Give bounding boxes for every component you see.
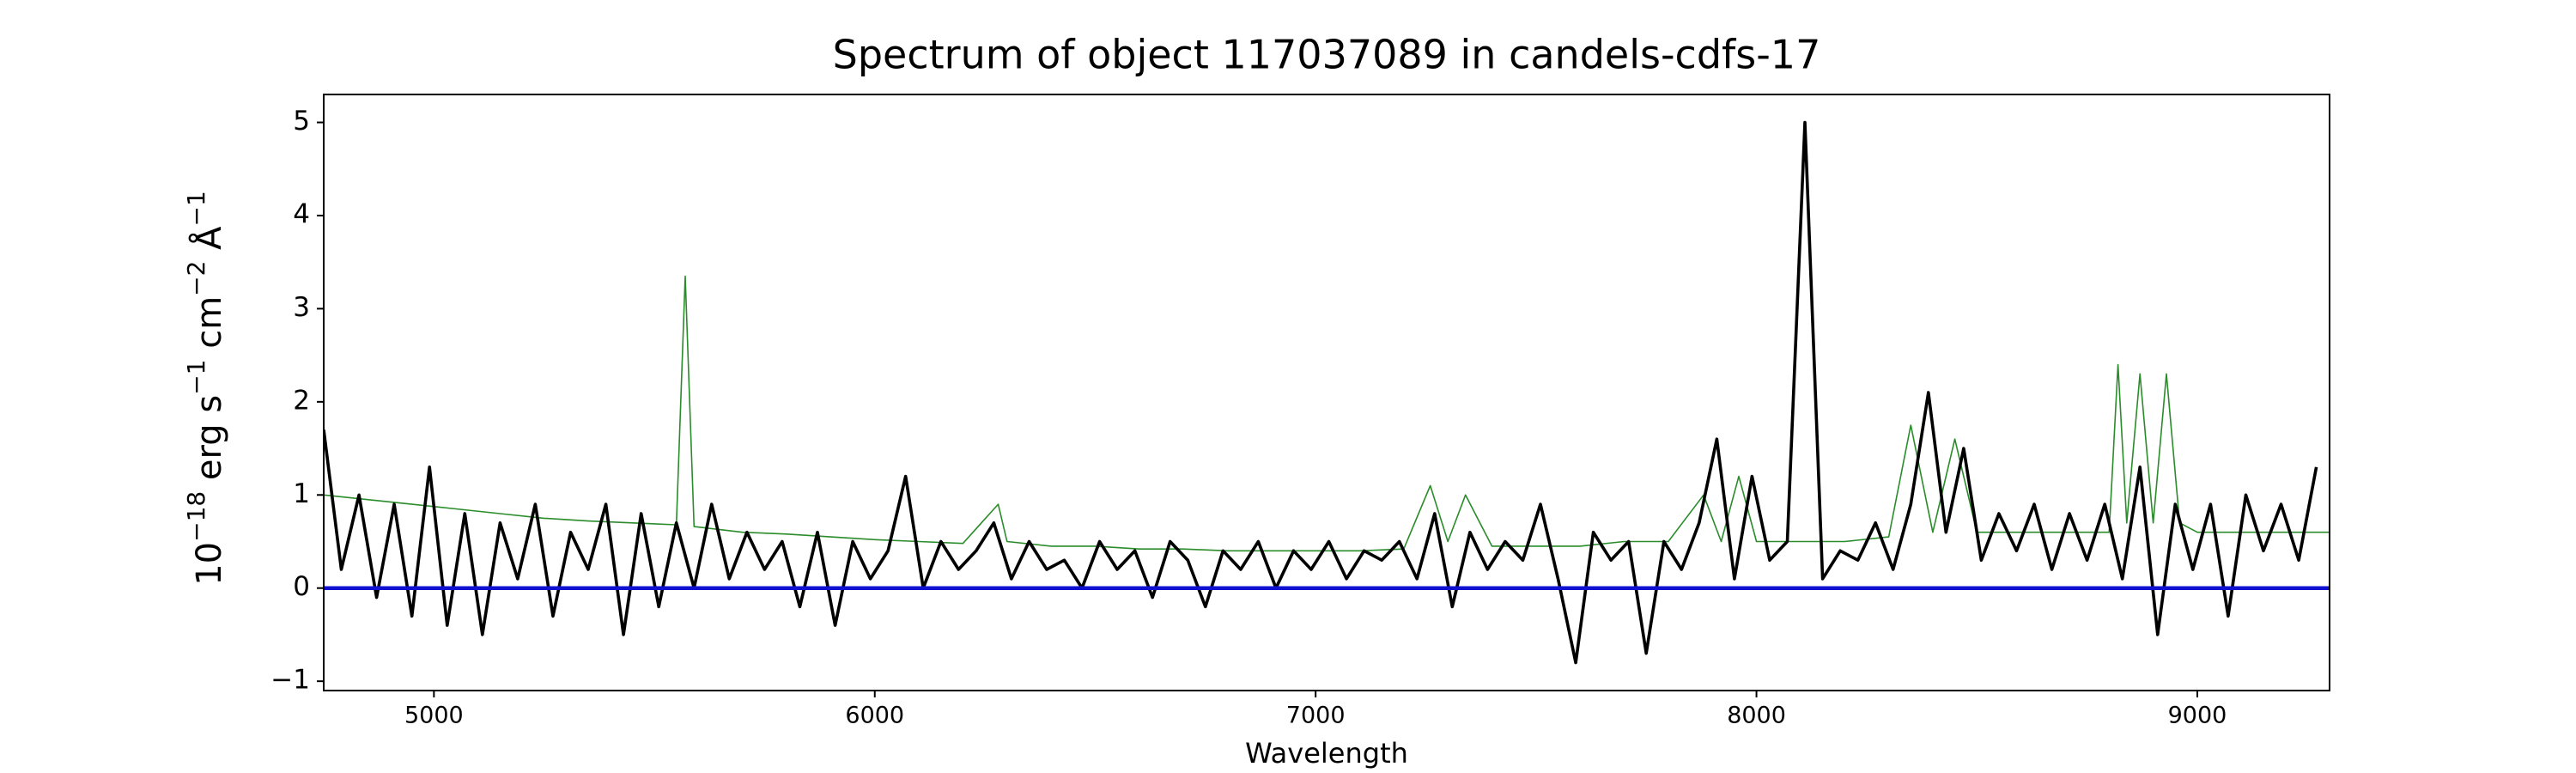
y-tick-label: 2 [293,385,310,416]
x-tick-label: 7000 [1286,703,1346,729]
y-label-sup: −1 [182,360,210,395]
y-tick-label: −1 [270,665,310,696]
y-tick-label: 4 [293,198,310,229]
y-label-sup: −18 [182,491,210,542]
spectrum-line [324,120,2318,665]
y-tick-label: 0 [293,571,310,602]
y-label-text: 10 [190,542,229,586]
x-tick-label: 8000 [1727,703,1786,729]
x-axis-label: Wavelength [1245,737,1408,770]
x-tick-label: 5000 [404,703,464,729]
y-label-sup: −1 [182,191,210,226]
y-axis-label: 10−18 erg s−1 cm−2 Å−1 [182,191,230,586]
y-tick-label: 3 [293,292,310,323]
chart-title: Spectrum of object 117037089 in candels-… [833,32,1821,78]
y-label-text: erg s [190,395,229,491]
y-label-text: cm [190,296,229,360]
x-tick-label: 9000 [2168,703,2227,729]
y-tick-label: 1 [293,478,310,509]
y-tick-label: 5 [293,106,310,137]
spectrum-line [324,275,2330,552]
y-label-text: Å [188,226,229,261]
x-tick-label: 6000 [845,703,904,729]
y-label-sup: −2 [182,261,210,296]
plot-frame [323,94,2330,691]
